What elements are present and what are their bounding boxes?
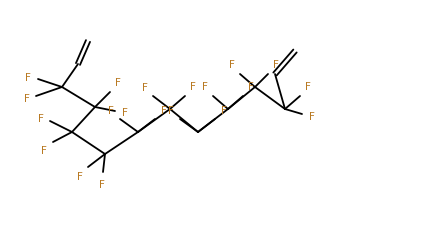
Text: F: F — [202, 82, 208, 92]
Text: F: F — [76, 171, 82, 181]
Text: F: F — [229, 60, 235, 70]
Text: F: F — [160, 105, 166, 115]
Text: F: F — [99, 179, 105, 189]
Text: F: F — [273, 60, 279, 70]
Text: F: F — [38, 113, 44, 123]
Text: F: F — [122, 108, 128, 118]
Text: F: F — [309, 111, 314, 121]
Text: F: F — [24, 94, 30, 104]
Text: F: F — [108, 105, 114, 115]
Text: F: F — [115, 78, 121, 88]
Text: F: F — [190, 82, 196, 92]
Text: F: F — [168, 105, 174, 115]
Text: F: F — [25, 72, 31, 82]
Text: F: F — [305, 82, 311, 92]
Text: F: F — [141, 82, 147, 92]
Text: F: F — [41, 146, 47, 155]
Text: F: F — [221, 105, 227, 115]
Text: F: F — [248, 82, 254, 92]
